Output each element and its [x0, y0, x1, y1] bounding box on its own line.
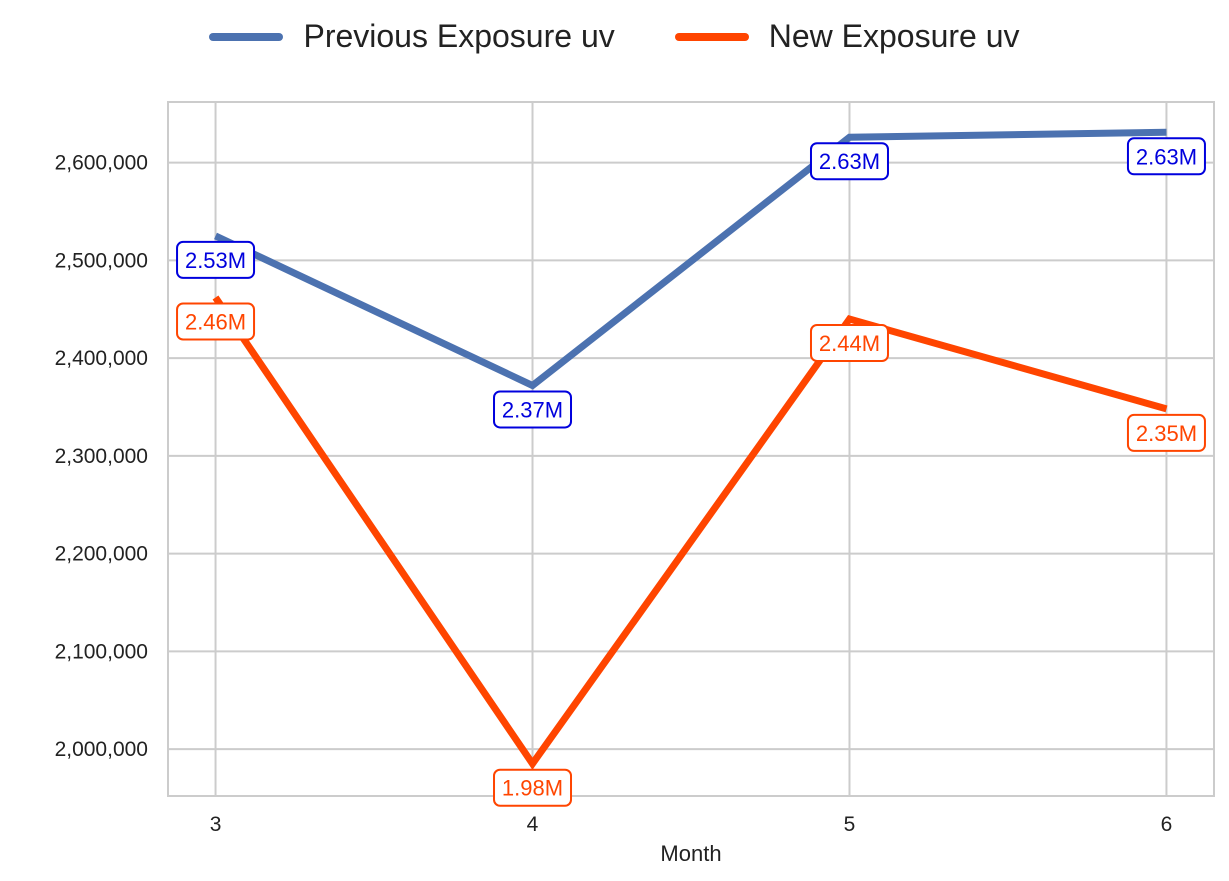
- data-label-box: [176, 302, 256, 341]
- legend-swatch-new: [674, 32, 749, 41]
- data-label-text: 2.53M: [185, 248, 246, 273]
- legend-label-new: New Exposure uv: [768, 18, 1020, 54]
- y-tick-label: 2,600,000: [55, 152, 148, 175]
- data-label-box: [1126, 413, 1206, 452]
- data-label-box: [493, 390, 573, 429]
- data-label-text: 2.37M: [502, 397, 563, 422]
- y-tick-label: 2,300,000: [55, 445, 148, 468]
- legend: Previous Exposure uv New Exposure uv: [0, 18, 1229, 55]
- y-tick-label: 2,400,000: [55, 347, 148, 370]
- data-label-text: 2.35M: [1136, 421, 1197, 446]
- data-label: 2.53M: [176, 240, 256, 279]
- legend-item-new: New Exposure uv: [674, 18, 1020, 55]
- series-lines: [212, 128, 1168, 770]
- legend-swatch-previous: [209, 32, 284, 41]
- legend-item-previous: Previous Exposure uv: [209, 18, 615, 55]
- data-label-text: 2.44M: [819, 331, 880, 356]
- data-label-text: 1.98M: [502, 776, 563, 801]
- y-tick-label: 2,000,000: [55, 738, 148, 761]
- data-label-box: [176, 240, 256, 279]
- data-label: 2.63M: [809, 142, 889, 181]
- x-axis-title: Month: [660, 841, 721, 866]
- x-tick-label: 5: [844, 813, 856, 836]
- x-tick-label: 3: [210, 813, 222, 836]
- data-labels: 2.53M 2.37M 2.63M 2.63M 2.46M 1.98M 2.44M 2.35M: [176, 137, 1206, 807]
- data-label: 2.63M: [1126, 137, 1206, 176]
- data-label-box: [809, 323, 889, 362]
- data-label: 1.98M: [493, 768, 573, 807]
- data-label-text: 2.46M: [185, 309, 246, 334]
- data-label-text: 2.63M: [1136, 144, 1197, 169]
- x-tick-label: 6: [1161, 813, 1173, 836]
- data-label: 2.44M: [809, 323, 889, 362]
- data-label: 2.46M: [176, 302, 256, 341]
- y-tick-label: 2,100,000: [55, 640, 148, 663]
- y-tick-label: 2,500,000: [55, 249, 148, 272]
- series-line: [214, 128, 1167, 390]
- ticks: 2,000,000 2,100,000 2,200,000 2,300,000 2,40…: [55, 152, 1173, 836]
- plot-frame: [167, 101, 1215, 797]
- data-label-box: [1126, 137, 1206, 176]
- data-label-text: 2.63M: [819, 149, 880, 174]
- data-label-box: [809, 142, 889, 181]
- legend-label-previous: Previous Exposure uv: [303, 18, 615, 54]
- data-label-box: [493, 768, 573, 807]
- series-line: [212, 295, 1168, 770]
- y-tick-label: 2,200,000: [55, 543, 148, 566]
- x-tick-label: 4: [527, 813, 539, 836]
- grid: [168, 102, 1214, 796]
- data-label: 2.37M: [493, 390, 573, 429]
- data-label: 2.35M: [1126, 413, 1206, 452]
